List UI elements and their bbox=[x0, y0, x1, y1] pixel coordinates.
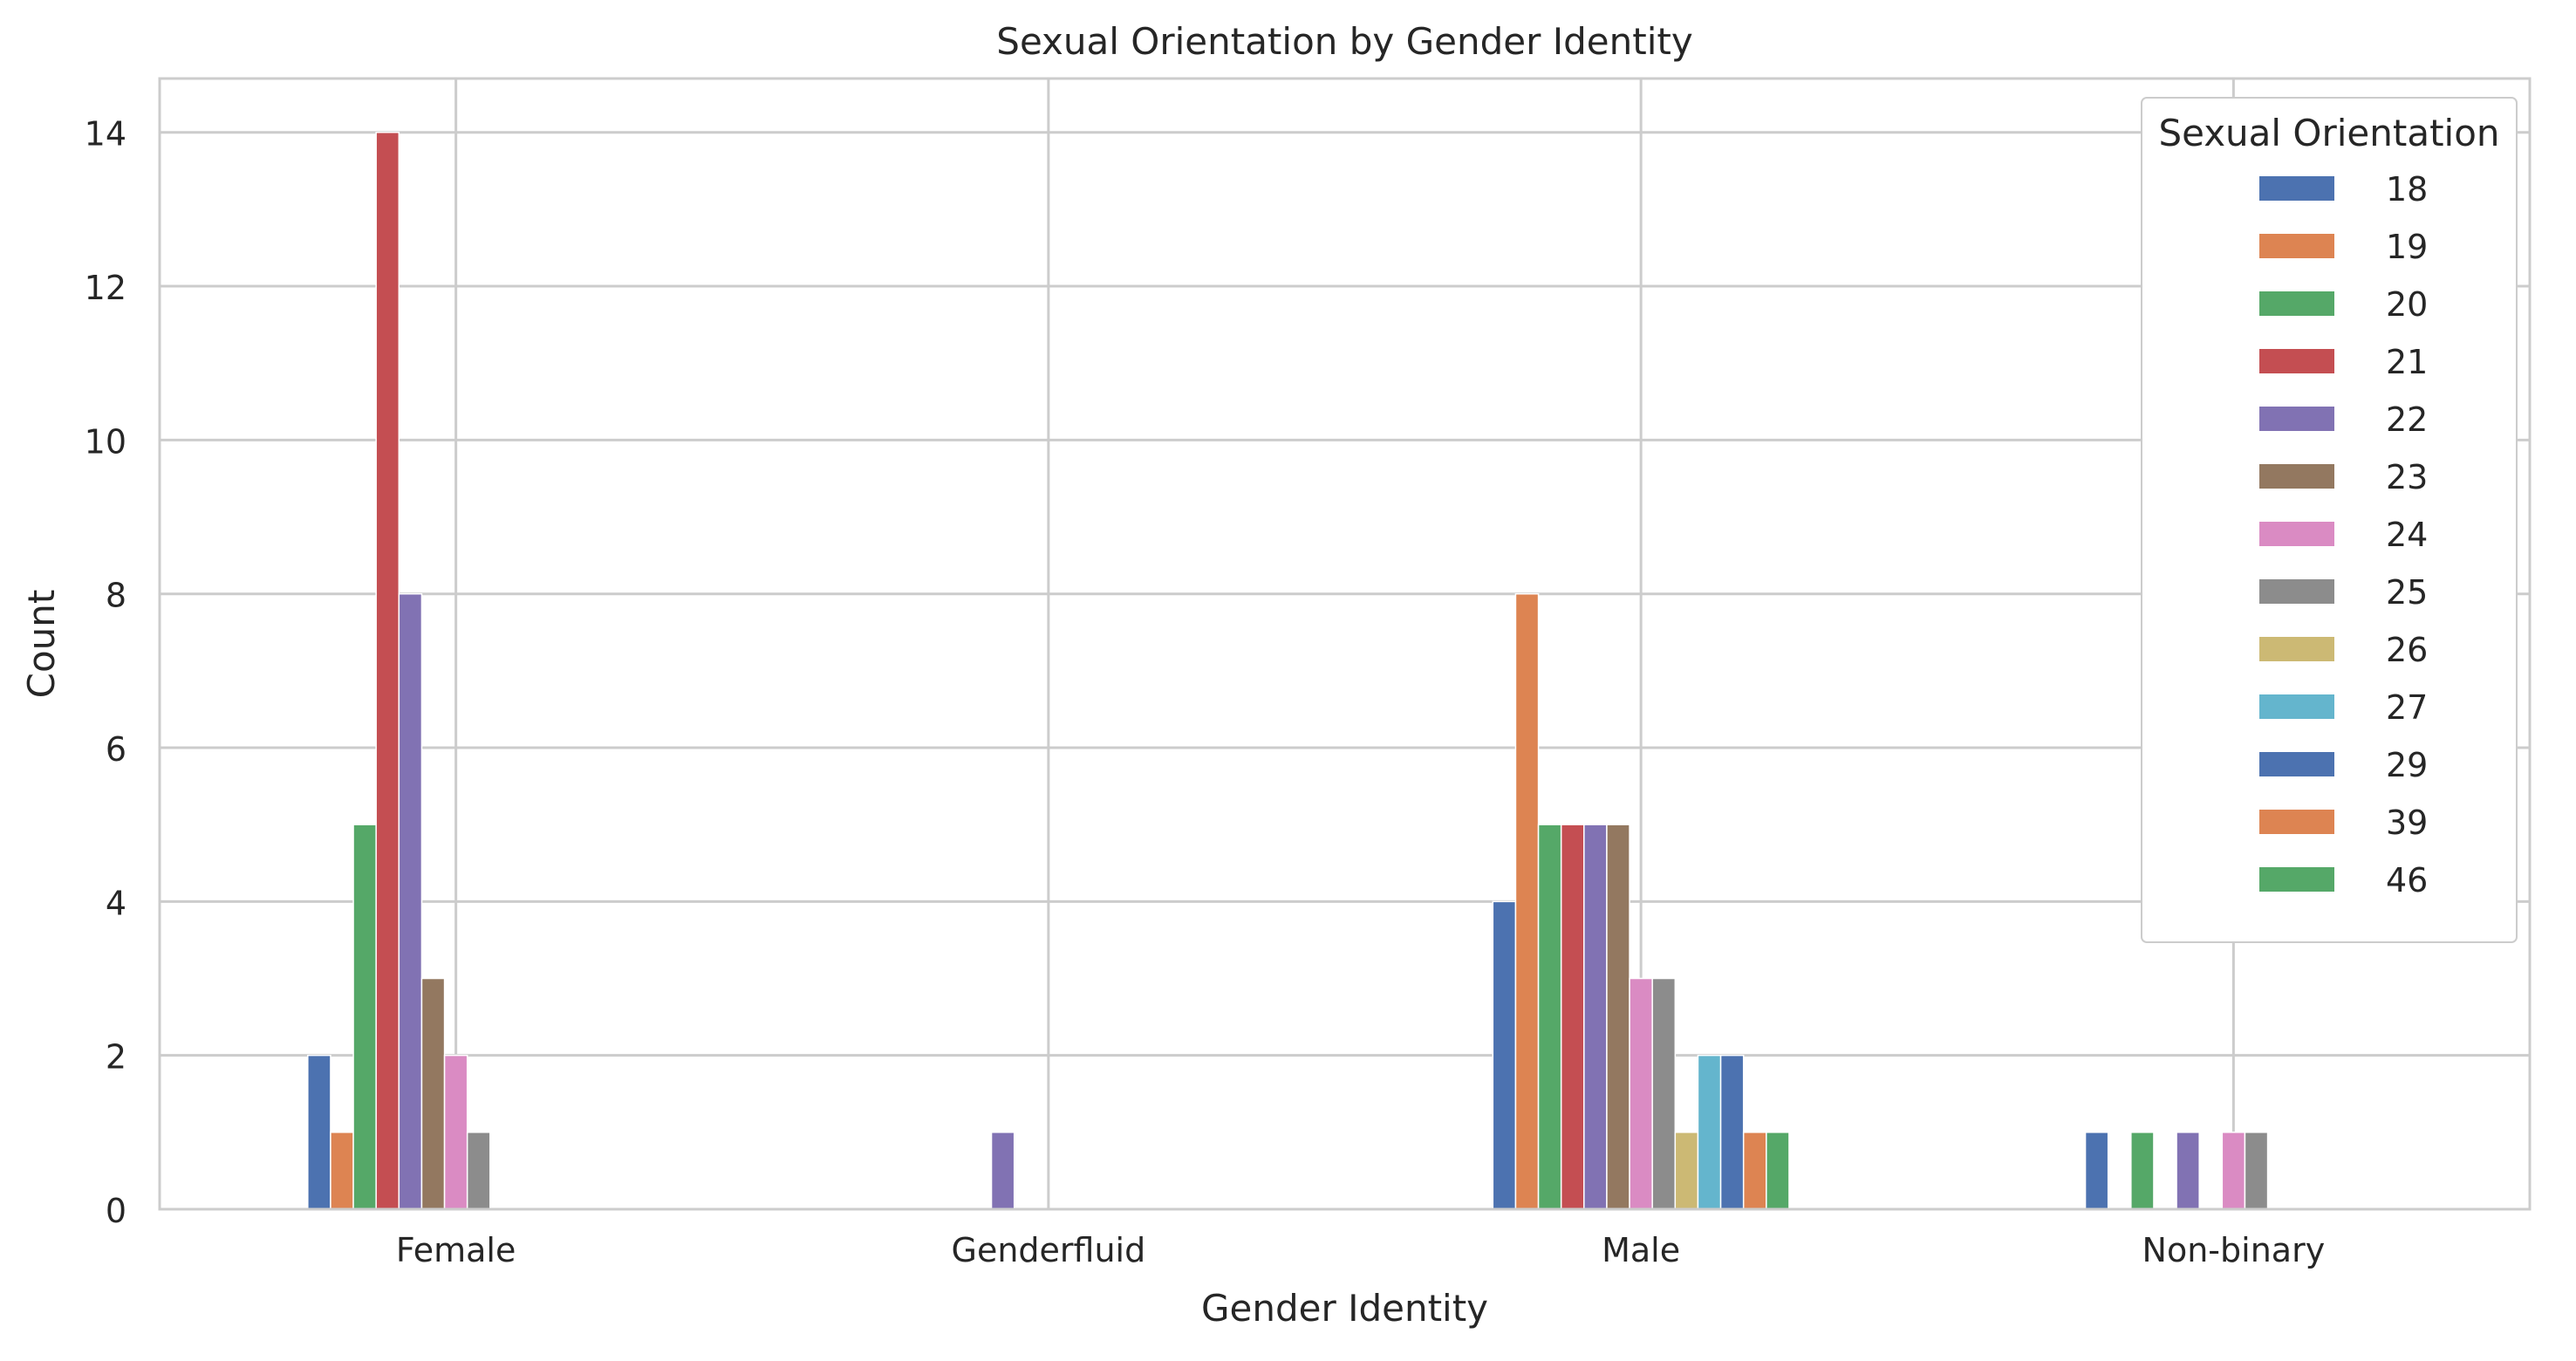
legend-label: 26 bbox=[2386, 631, 2428, 669]
bar-46-male bbox=[1766, 1132, 1790, 1210]
x-tick-label: Female bbox=[396, 1231, 516, 1269]
legend-label: 20 bbox=[2386, 285, 2428, 324]
bar-20-male bbox=[1537, 824, 1562, 1210]
bar-23-female bbox=[420, 977, 446, 1210]
legend: Sexual Orientation 18 19 20 21 22 23 24 25 26 27 2… bbox=[2141, 97, 2518, 943]
y-tick-label: 12 bbox=[85, 269, 126, 307]
bar-19-female bbox=[330, 1132, 354, 1210]
bar-25-male bbox=[1651, 977, 1677, 1210]
legend-swatch bbox=[2259, 407, 2334, 431]
legend-label: 19 bbox=[2386, 228, 2428, 266]
legend-swatch bbox=[2259, 867, 2334, 892]
y-tick-label: 8 bbox=[106, 577, 126, 615]
legend-swatch bbox=[2259, 349, 2334, 373]
legend-swatch bbox=[2259, 752, 2334, 776]
bar-24-female bbox=[443, 1054, 468, 1210]
bar-27-male bbox=[1697, 1054, 1722, 1210]
bar-22-genderfluid bbox=[990, 1132, 1015, 1210]
legend-swatch bbox=[2259, 637, 2334, 661]
legend-swatch bbox=[2259, 291, 2334, 316]
y-tick-label: 6 bbox=[106, 730, 126, 769]
legend-label: 23 bbox=[2386, 458, 2428, 496]
bar-22-non-binary bbox=[2176, 1132, 2200, 1210]
legend-swatch bbox=[2259, 234, 2334, 258]
legend-swatch bbox=[2259, 694, 2334, 719]
bar-24-non-binary bbox=[2221, 1132, 2246, 1210]
x-axis-label: Gender Identity bbox=[1201, 1287, 1488, 1330]
ticks-layer: 0 2 4 6 8 10 12 14 Female Genderfluid Male Non-bina… bbox=[85, 115, 2326, 1269]
bar-20-female bbox=[352, 824, 377, 1210]
bar-26-male bbox=[1674, 1132, 1699, 1210]
bar-18-non-binary bbox=[2084, 1132, 2109, 1210]
legend-label: 46 bbox=[2386, 861, 2428, 899]
x-tick-label: Non-binary bbox=[2142, 1231, 2326, 1269]
x-tick-label: Genderfluid bbox=[952, 1231, 1146, 1269]
plot-frame bbox=[158, 77, 2532, 1211]
legend-label: 27 bbox=[2386, 688, 2428, 727]
bar-21-male bbox=[1560, 824, 1585, 1210]
bar-22-male bbox=[1583, 824, 1608, 1210]
y-tick-label: 14 bbox=[85, 115, 126, 154]
y-tick-label: 0 bbox=[106, 1192, 126, 1230]
legend-label: 25 bbox=[2386, 573, 2428, 612]
legend-swatch bbox=[2259, 810, 2334, 834]
y-tick-label: 10 bbox=[85, 422, 126, 461]
bar-19-male bbox=[1514, 592, 1540, 1210]
y-tick-label: 2 bbox=[106, 1038, 126, 1077]
y-axis-label: Count bbox=[20, 590, 63, 699]
legend-label: 29 bbox=[2386, 746, 2428, 784]
legend-swatch bbox=[2259, 579, 2334, 604]
bar-24-male bbox=[1629, 977, 1653, 1210]
bar-25-non-binary bbox=[2244, 1132, 2269, 1210]
legend-title: Sexual Orientation bbox=[2158, 112, 2499, 154]
bar-20-non-binary bbox=[2130, 1132, 2155, 1210]
legend-label: 18 bbox=[2386, 170, 2428, 209]
legend-box bbox=[2141, 97, 2518, 943]
bar-18-female bbox=[307, 1054, 331, 1210]
legend-label: 21 bbox=[2386, 343, 2428, 381]
bar-23-male bbox=[1606, 824, 1630, 1210]
bar-39-male bbox=[1742, 1132, 1767, 1210]
bar-18-male bbox=[1492, 900, 1517, 1210]
chart-title: Sexual Orientation by Gender Identity bbox=[996, 20, 1692, 63]
legend-label: 39 bbox=[2386, 804, 2428, 842]
x-tick-label: Male bbox=[1602, 1231, 1680, 1269]
legend-swatch bbox=[2259, 176, 2334, 201]
legend-label: 24 bbox=[2386, 516, 2428, 554]
y-tick-label: 4 bbox=[106, 884, 126, 922]
bar-21-female bbox=[375, 131, 400, 1210]
bar-25-female bbox=[466, 1132, 491, 1210]
bar-22-female bbox=[398, 592, 423, 1210]
legend-swatch bbox=[2259, 522, 2334, 546]
legend-items: 18 19 20 21 22 23 24 25 26 27 29 39 46 bbox=[2259, 170, 2428, 899]
legend-swatch bbox=[2259, 464, 2334, 489]
bar-29-male bbox=[1719, 1054, 1745, 1210]
legend-label: 22 bbox=[2386, 400, 2428, 439]
